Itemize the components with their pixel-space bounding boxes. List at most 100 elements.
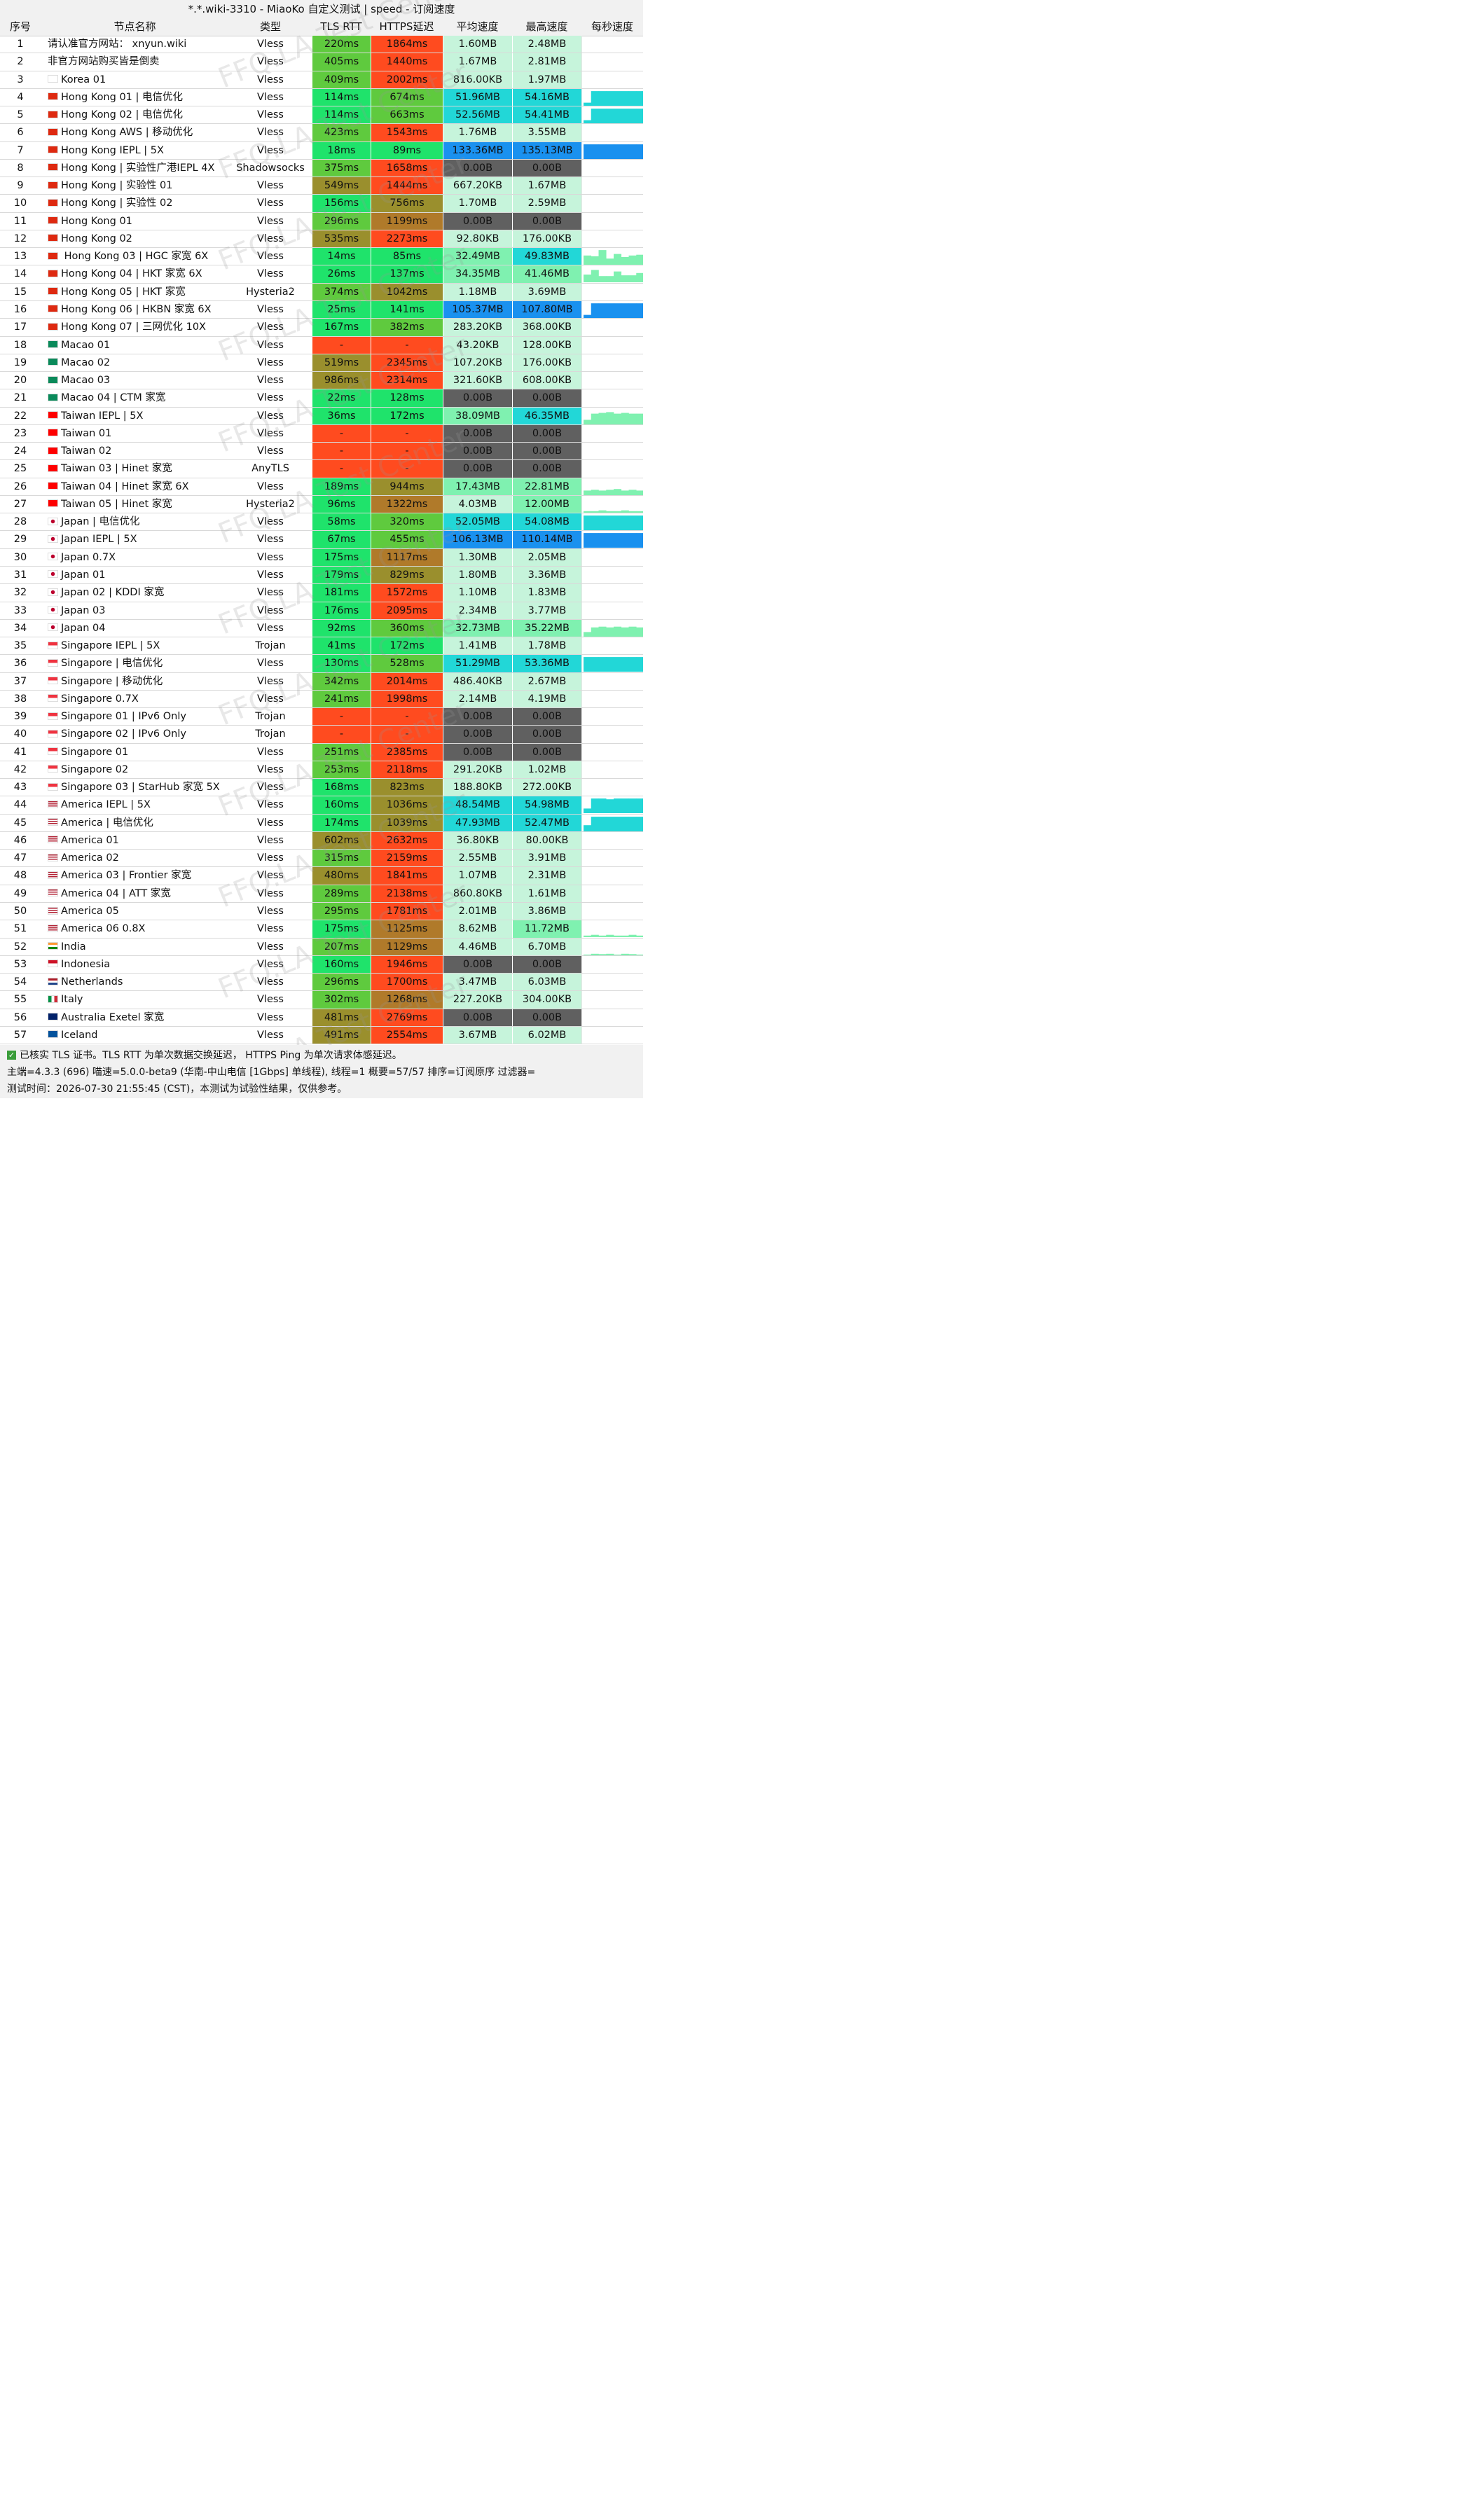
col-header-type[interactable]: 类型 [259,20,281,33]
table-row[interactable]: 37 Singapore | 移动优化 Vless 342ms 2014ms 486.40… [0,672,643,691]
table-row[interactable]: 40 Singapore 02 | IPv6 Only Trojan - -0.00B 0… [0,726,643,744]
col-header-node-name[interactable]: 节点名称 [113,20,156,33]
https-latency-cell: 382ms [371,319,443,336]
node-type: Vless [257,198,284,209]
sparkline-bar [606,303,614,318]
table-row[interactable]: 41 Singapore 01 Vless 251ms 2385ms 0.00B 0.00B [0,743,643,761]
table-row[interactable]: 17 Hong Kong 07 | 三网优化 10X Vless 167ms 382ms… [0,319,643,337]
table-row[interactable]: 34 Japan 04 Vless 92ms 360ms 32.73MB 35.22MB [0,619,643,638]
table-row[interactable]: 48 America 03 | Frontier 家宽 Vless 480ms 1841… [0,867,643,885]
tls-rtt-cell: 535ms [312,230,371,248]
table-row[interactable]: 44 America IEPL | 5X Vless 160ms 1036ms 48.54… [0,796,643,815]
max-speed-cell: 176.00KB [512,354,581,372]
sparkline-bar [628,533,637,548]
table-row[interactable]: 45 America | 电信优化 Vless 174ms 1039ms 47.93MB 5… [0,814,643,832]
table-row[interactable]: 5 Hong Kong 02 | 电信优化 Vless 114ms 663ms 52.56… [0,106,643,125]
table-row[interactable]: 31 Japan 01 Vless 179ms 829ms 1.80MB 3.36MB [0,566,643,585]
table-row[interactable]: 30 Japan 0.7X Vless 175ms 1117ms 1.30MB 2.05MB [0,548,643,567]
table-row[interactable]: 21 Macao 04 | CTM 家宽 Vless 22ms 128ms 0.00B 0.… [0,389,643,408]
table-row[interactable]: 20 Macao 03 Vless 986ms 2314ms 321.60KB 608.00… [0,372,643,390]
table-row[interactable]: 49 America 04 | ATT 家宽 Vless 289ms 2138ms 860… [0,885,643,904]
table-row[interactable]: 4 Hong Kong 01 | 电信优化 Vless 114ms 674ms 51.96… [0,88,643,107]
table-row[interactable]: 36 Singapore | 电信优化 Vless 130ms 528ms 51.29MB… [0,655,643,673]
row-index: 8 [17,162,24,174]
table-row[interactable]: 2 非官方网站购买皆是倒卖 Vless 405ms 1440ms 1.67MB 2.81MB [0,53,643,71]
avg-speed-cell: 0.00B [443,708,512,726]
sparkline-bar [614,272,622,283]
col-header-index[interactable]: 序号 [9,20,31,33]
tls-rtt-cell: 519ms [312,354,371,372]
table-row[interactable]: 28 Japan | 电信优化 Vless 58ms 320ms 52.05MB 54.08… [0,513,643,532]
table-row[interactable]: 16 Hong Kong 06 | HKBN 家宽 6X Vless 25ms 141m… [0,300,643,319]
table-row[interactable]: 55 Italy Vless 302ms 1268ms 227.20KB 304.00KB [0,991,643,1009]
https-latency-cell: 1444ms [371,177,443,195]
per-second-speed-cell [581,584,643,602]
node-type: Vless [257,658,284,670]
table-row[interactable]: 38 Singapore 0.7X Vless 241ms 1998ms 2.14MB 4.… [0,690,643,709]
col-header-https-latency[interactable]: HTTPS延迟 [379,20,434,33]
col-header-avg-speed[interactable]: 平均速度 [456,20,499,33]
table-row[interactable]: 43 Singapore 03 | StarHub 家宽 5X Vless 168ms… [0,779,643,797]
table-row[interactable]: 32 Japan 02 | KDDI 家宽 Vless 181ms 1572ms 1.10… [0,584,643,602]
sparkline-bar [628,144,637,159]
max-speed-cell: 0.00B [512,389,581,407]
per-second-speed-cell [581,372,643,389]
table-row[interactable]: 52 India Vless 207ms 1129ms 4.46MB 6.70MB [0,938,643,956]
table-row[interactable]: 22 Taiwan IEPL | 5X Vless 36ms 172ms 38.09MB 4… [0,407,643,425]
results-table-body: 1 请认准官方网站： xnyun.wiki Vless 220ms 1864ms 1.60… [0,36,643,1045]
table-row[interactable]: 10 Hong Kong | 实验性 02 Vless 156ms 756ms 1.70M… [0,195,643,213]
col-header-max-speed[interactable]: 最高速度 [525,20,568,33]
avg-speed-cell: 860.80KB [443,885,512,903]
sparkline-bar [598,109,607,124]
tls-rtt-cell: 174ms [312,814,371,831]
table-row[interactable]: 23 Taiwan 01 Vless - -0.00B 0.00B [0,424,643,443]
table-row[interactable]: 14 Hong Kong 04 | HKT 家宽 6X Vless 26ms 137ms… [0,265,643,284]
table-row[interactable]: 13 Hong Kong 03 | HGC 家宽 6X Vless 14ms 85ms… [0,248,643,266]
table-row[interactable]: 7 Hong Kong IEPL | 5X Vless 18ms 89ms 133.36M… [0,141,643,160]
flag-hk-icon [48,92,58,101]
table-row[interactable]: 27 Taiwan 05 | Hinet 家宽 Hysteria2 96ms 1322m… [0,495,643,514]
sparkline-bar [628,657,637,672]
table-row[interactable]: 6 Hong Kong AWS | 移动优化 Vless 423ms 1543ms 1.7… [0,124,643,142]
table-row[interactable]: 35 Singapore IEPL | 5X Trojan 41ms 172ms 1.41… [0,637,643,656]
table-row[interactable]: 1 请认准官方网站： xnyun.wiki Vless 220ms 1864ms 1.60… [0,36,643,54]
table-row[interactable]: 33 Japan 03 Vless 176ms 2095ms 2.34MB 3.77MB [0,602,643,620]
table-row[interactable]: 12 Hong Kong 02 Vless 535ms 2273ms 92.80KB 176… [0,230,643,249]
table-row[interactable]: 39 Singapore 01 | IPv6 Only Trojan - -0.00B 0… [0,708,643,726]
sparkline-bar [614,90,622,106]
col-header-per-second-speed[interactable]: 每秒速度 [591,20,633,33]
flag-in-icon [48,942,58,950]
table-row[interactable]: 51 America 06 0.8X Vless 175ms 1125ms 8.62MB 1… [0,920,643,939]
table-row[interactable]: 19 Macao 02 Vless 519ms 2345ms 107.20KB 176.00… [0,354,643,373]
table-row[interactable]: 8 Hong Kong | 实验性广港IEPL 4X Shadowsocks 375m… [0,159,643,178]
table-row[interactable]: 56 Australia Exetel 家宽 Vless 481ms 2769ms 0.0… [0,1009,643,1027]
per-second-speed-cell [581,513,643,531]
sparkline-bar [614,816,622,831]
node-name-cell: Singapore | 电信优化 [41,655,229,672]
tls-rtt-cell: 251ms [312,743,371,761]
table-row[interactable]: 15 Hong Kong 05 | HKT 家宽 Hysteria2 374ms 104… [0,283,643,301]
table-row[interactable]: 3 Korea 01 Vless 409ms 2002ms 816.00KB 1.97MB [0,71,643,89]
table-row[interactable]: 42 Singapore 02 Vless 253ms 2118ms 291.20KB 1.… [0,761,643,780]
tls-rtt-cell: 423ms [312,124,371,141]
table-row[interactable]: 46 America 01 Vless 602ms 2632ms 36.80KB 80.00… [0,831,643,850]
table-row[interactable]: 26 Taiwan 04 | Hinet 家宽 6X Vless 189ms 944ms… [0,478,643,496]
table-row[interactable]: 25 Taiwan 03 | Hinet 家宽 AnyTLS - -0.00B 0.00B [0,460,643,478]
table-row[interactable]: 18 Macao 01 Vless - -43.20KB 128.00KB [0,336,643,354]
col-header-tls-rtt[interactable]: TLS RTT [320,20,362,33]
max-speed-cell: 0.00B [512,726,581,743]
table-row[interactable]: 57 Iceland Vless 491ms 2554ms 3.67MB 6.02MB [0,1026,643,1045]
table-row[interactable]: 11 Hong Kong 01 Vless 296ms 1199ms 0.00B 0.00B [0,212,643,230]
sparkline-bar [606,489,614,495]
table-row[interactable]: 47 America 02 Vless 315ms 2159ms 2.55MB 3.91MB [0,850,643,868]
table-row[interactable]: 53 Indonesia Vless 160ms 1946ms 0.00B 0.00B [0,955,643,974]
table-row[interactable]: 54 Netherlands Vless 296ms 1700ms 3.47MB 6.03M… [0,974,643,992]
table-row[interactable]: 50 America 05 Vless 295ms 1781ms 2.01MB 3.86MB [0,903,643,921]
https-latency-cell: 137ms [371,265,443,283]
table-row[interactable]: 24 Taiwan 02 Vless - -0.00B 0.00B [0,443,643,461]
node-name: Singapore | 移动优化 [61,675,163,687]
table-row[interactable]: 9 Hong Kong | 实验性 01 Vless 549ms 1444ms 667.2… [0,177,643,195]
table-row[interactable]: 29 Japan IEPL | 5X Vless 67ms 455ms 106.13MB 1… [0,531,643,549]
node-type: Vless [257,339,284,351]
row-index: 6 [17,127,24,139]
